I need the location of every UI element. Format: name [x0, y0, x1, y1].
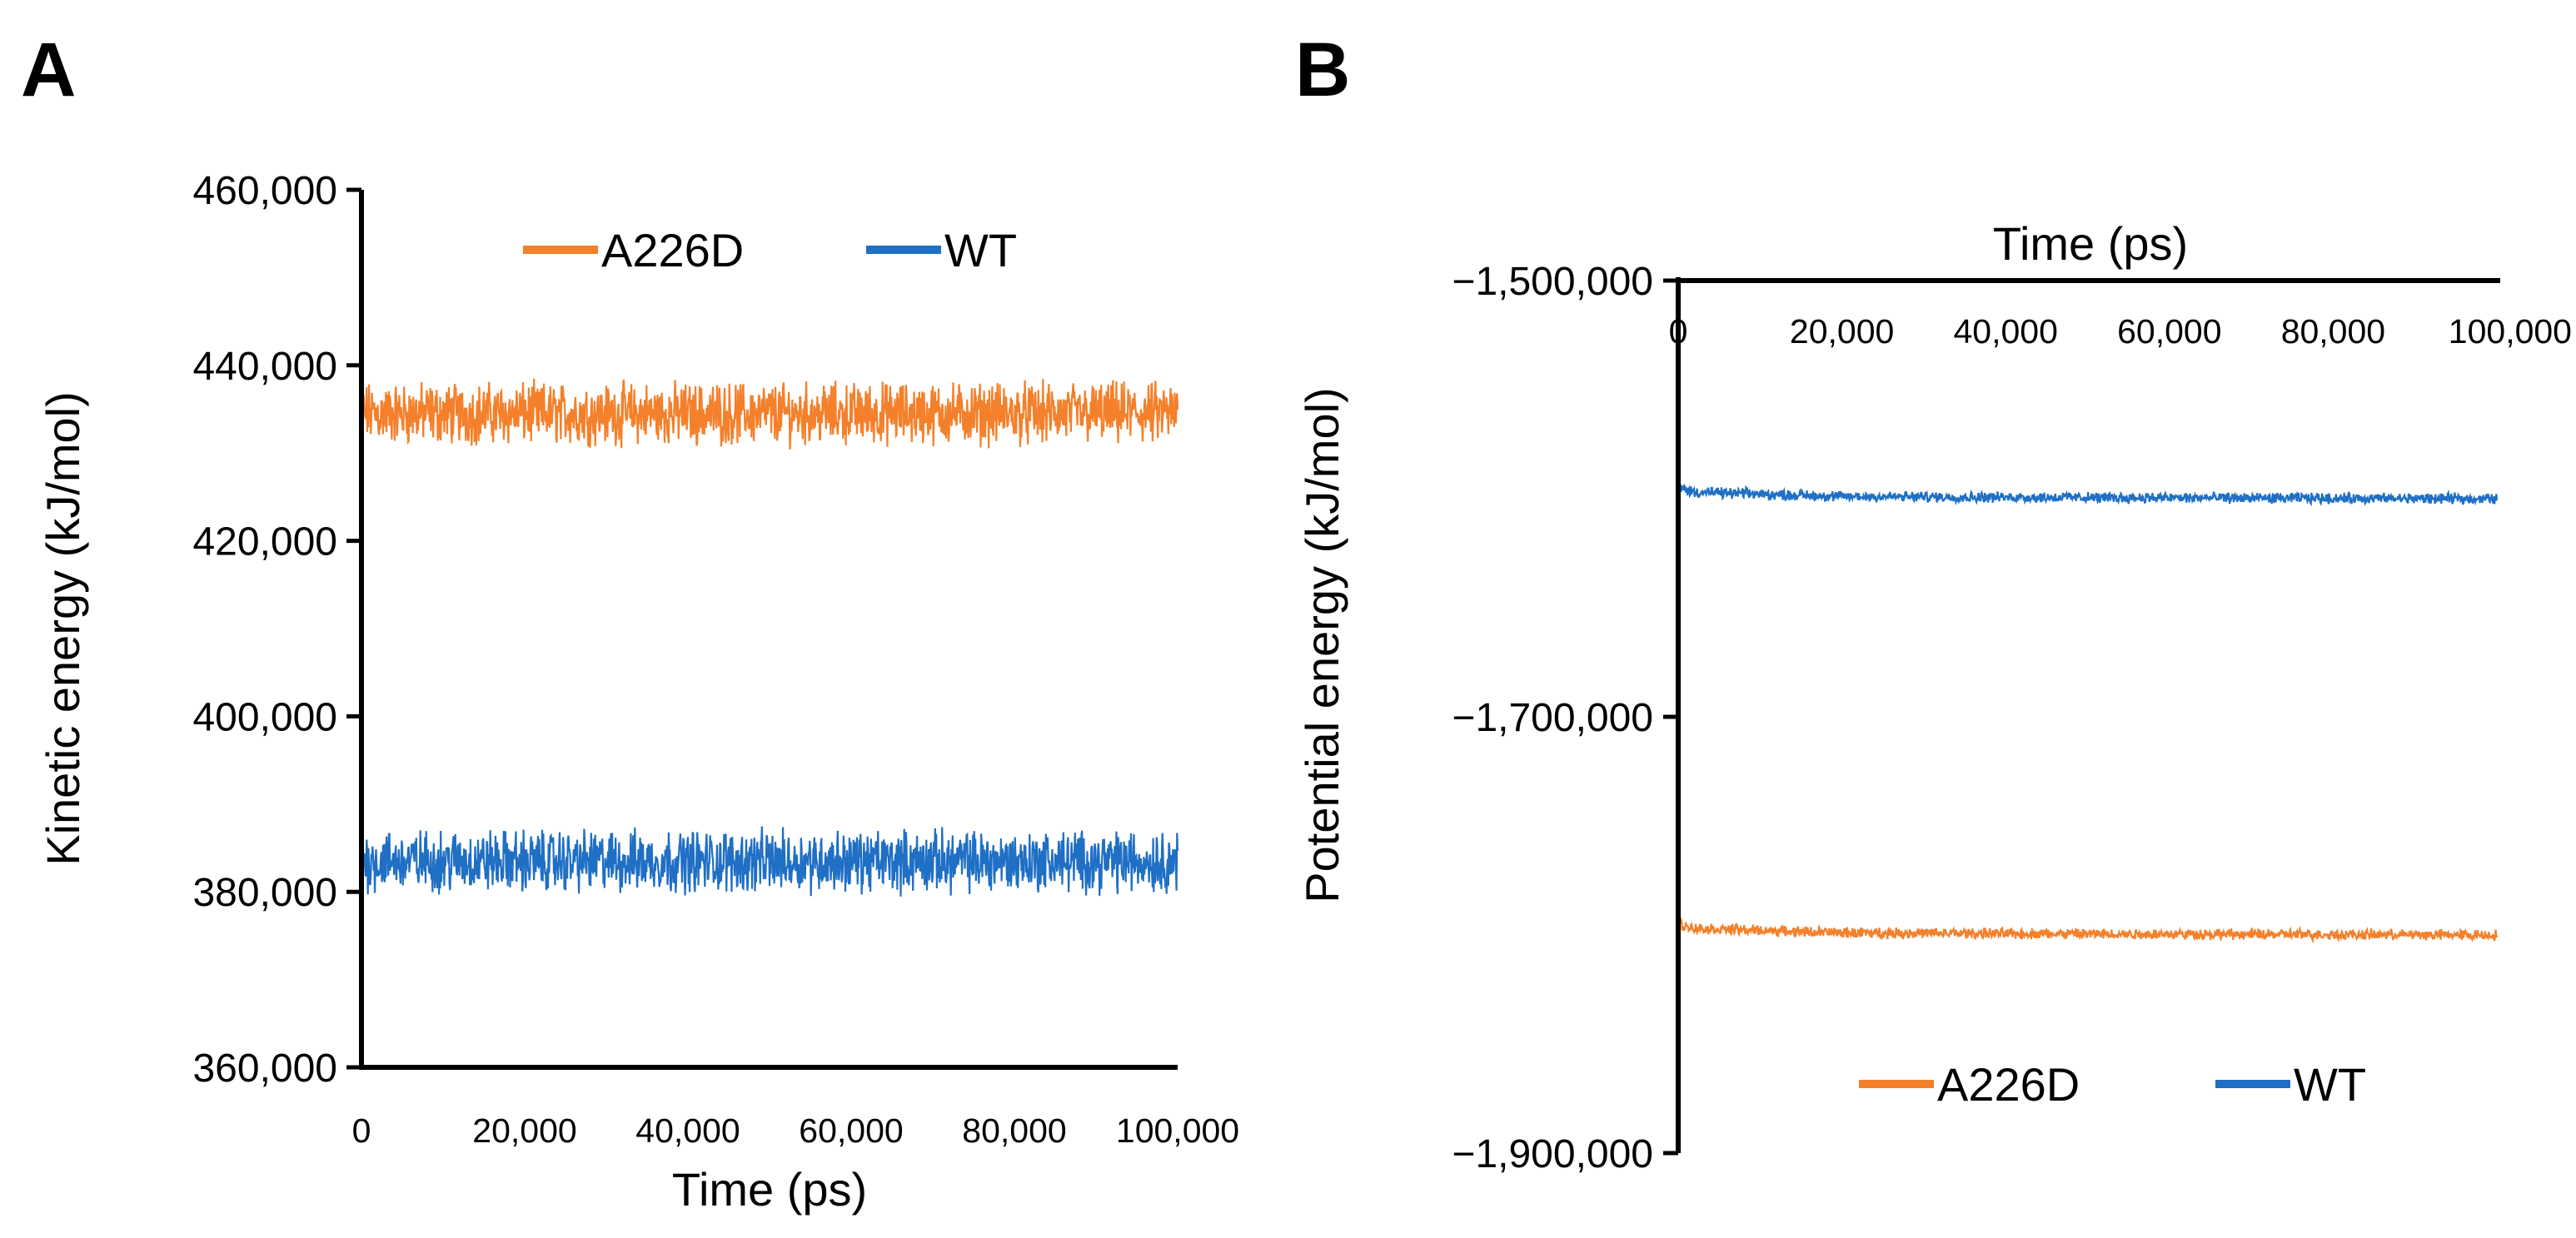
panel-a-series-line-wt: [360, 826, 1179, 897]
panel-a-y-tick-label: 400,000: [192, 695, 337, 739]
panel-a-y-tick-label: 360,000: [192, 1047, 337, 1091]
panel-a-y-tick-label: 380,000: [192, 871, 337, 915]
panel-b-legend: A226D WT: [1859, 1058, 2366, 1111]
panel-a-legend-label-wt: WT: [944, 224, 1017, 276]
panel-b-x-tick-label: 60,000: [2117, 312, 2221, 351]
panel-b-x-tick-label: 80,000: [2281, 312, 2385, 351]
panel-b-y-axis-title: Potential energy (kJ/mol): [1296, 387, 1348, 902]
panel-b-x-ticks: 0 20,000 40,000 60,000 80,000 100,000: [1669, 312, 2572, 351]
panel-a-series-group: [360, 378, 1179, 897]
panel-b-y-tick-label: −1,500,000: [1452, 260, 1653, 304]
panel-a-x-ticks: 0 20,000 40,000 60,000 80,000 100,000: [352, 1111, 1240, 1150]
panel-b-letter: B: [1295, 27, 1350, 112]
panel-a: A 360,000 380,000 400,000 420,000 440,000 460…: [21, 27, 1239, 1216]
panel-b-x-tick-label: 40,000: [1953, 312, 2057, 351]
panel-a-y-tick-label: 440,000: [192, 345, 337, 389]
panel-a-y-tick-label: 460,000: [192, 169, 337, 213]
panel-b-series-line-a226d: [1677, 917, 2499, 944]
panel-a-x-tick-label: 100,000: [1116, 1111, 1239, 1150]
panel-b-y-ticks: −1,500,000 −1,700,000 −1,900,000: [1452, 260, 1678, 1176]
panel-a-x-tick-label: 20,000: [472, 1111, 576, 1150]
panel-a-letter: A: [21, 27, 76, 112]
panel-a-x-axis-title: Time (ps): [672, 1163, 867, 1216]
panel-b-x-axis-title: Time (ps): [1993, 217, 2188, 270]
panel-a-y-ticks: 360,000 380,000 400,000 420,000 440,000 460,0…: [192, 169, 361, 1091]
panel-b-legend-label-a226d: A226D: [1937, 1058, 2080, 1111]
panel-b-y-tick-label: −1,900,000: [1452, 1132, 1653, 1176]
panel-b-x-tick-label: 20,000: [1790, 312, 1894, 351]
panel-b-x-tick-label: 0: [1669, 312, 1688, 351]
panel-a-x-tick-label: 40,000: [635, 1111, 740, 1150]
panel-a-y-axis-title: Kinetic energy (kJ/mol): [37, 391, 89, 866]
panel-a-x-tick-label: 80,000: [962, 1111, 1066, 1150]
panel-b-y-tick-label: −1,700,000: [1452, 696, 1653, 740]
panel-b-series-group: [1677, 483, 2499, 944]
panel-a-legend-label-a226d: A226D: [601, 224, 744, 276]
panel-b-series-line-wt: [1677, 483, 2499, 507]
panel-a-x-tick-label: 60,000: [799, 1111, 903, 1150]
panel-a-legend: A226D WT: [523, 224, 1017, 276]
panel-a-y-tick-label: 420,000: [192, 520, 337, 564]
panel-b-legend-label-wt: WT: [2294, 1058, 2366, 1111]
panel-a-x-tick-label: 0: [352, 1111, 371, 1150]
panel-a-series-line-a226d: [360, 378, 1179, 450]
panel-b: B −1,500,000 −1,700,000 −1,900,000 0 20,000…: [1295, 27, 2572, 1176]
panel-b-x-tick-label: 100,000: [2449, 312, 2572, 351]
